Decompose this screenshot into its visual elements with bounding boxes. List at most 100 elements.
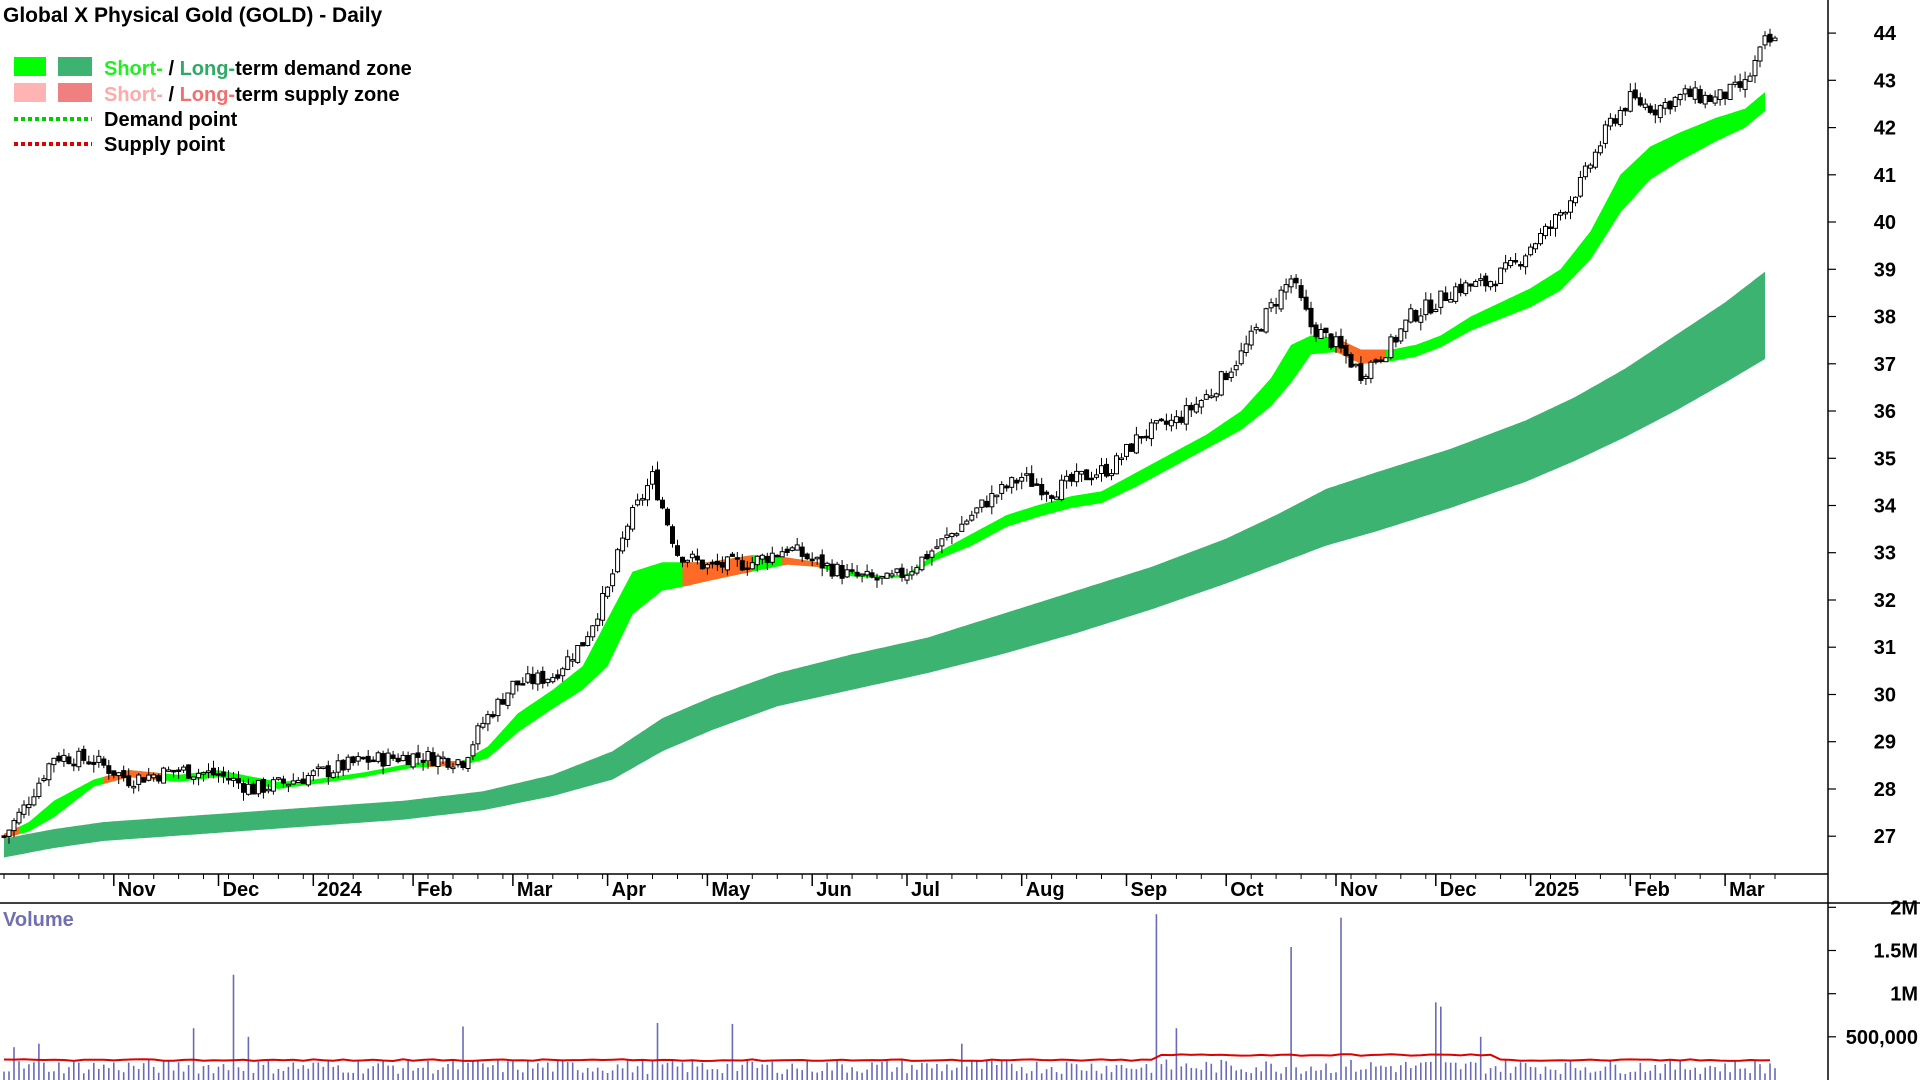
volume-bar [1365,1069,1367,1080]
volume-bar [237,1067,240,1080]
candle-body-up [1353,363,1359,367]
candle-body-up [1283,284,1289,293]
candle [1762,31,1768,50]
candle [964,518,970,526]
long-term-zone-layer [4,271,1765,858]
candle [575,645,581,664]
candle [260,777,266,799]
candle [610,569,616,593]
candle-body-down [709,562,715,565]
volume-bar [117,1070,120,1080]
candle-body-up [1064,475,1070,482]
candle [206,763,211,779]
volume-bar [372,1066,374,1080]
candle-body-up [1388,336,1394,359]
candle-body-down [250,783,256,795]
volume-bar [1754,1060,1756,1080]
candle-body-up [1582,165,1588,178]
candle [680,556,685,568]
candle-body-up [385,752,391,766]
candle-body-up [1253,326,1259,331]
candle-body-down [236,778,241,784]
candle-body-up [1677,94,1683,101]
volume-bar [1030,1071,1033,1080]
volume-bar [23,1068,25,1080]
candle [1158,418,1164,422]
volume-bar [332,1066,335,1080]
candle [300,771,306,785]
candle-body-up [1448,299,1454,303]
candle-body-down [580,642,586,647]
candle-body-up [535,672,541,685]
candle [16,808,22,825]
candle-body-down [1378,359,1384,362]
candle-body-up [769,552,775,563]
candle-body-down [1143,435,1149,439]
candle-body-down [1313,324,1319,338]
candle-body-up [1752,60,1758,77]
volume-bar [816,1072,818,1080]
candle-body-up [1702,94,1708,105]
candle [455,758,461,768]
candle-body-up [21,804,27,815]
volume-bar [1425,1062,1427,1080]
candle [1742,71,1748,98]
candle [1393,334,1399,348]
candle-body-up [640,498,646,501]
candle-body-up [1403,319,1409,332]
candle-body-up [1742,79,1748,90]
candle-body-up [290,780,296,785]
candle [764,552,770,571]
volume-bar [317,1062,320,1080]
candle-body-up [1563,211,1568,215]
candle [231,772,236,788]
candle [1513,253,1519,265]
candle-body-up [1109,473,1114,477]
candle [1587,162,1593,173]
candle-body-up [1009,477,1015,488]
volume-bar [537,1063,539,1080]
candle [1568,196,1573,220]
candle-body-up [590,625,596,638]
candle [749,556,755,570]
candle-body-up [131,785,137,789]
volume-bar [936,1063,938,1080]
volume-bar [1454,1062,1457,1080]
volume-bar [801,1070,803,1080]
candle [1772,35,1778,42]
volume-bar [437,1070,439,1080]
volume-bar [1504,1060,1507,1080]
candle-body-up [146,774,152,781]
candle [1373,358,1379,365]
candle-body-up [1657,105,1663,119]
candle-body-up [1732,81,1738,85]
candle [1333,331,1339,353]
volume-bar [1614,1064,1617,1080]
volume-bar [1105,1065,1108,1080]
candle [729,551,735,557]
candle [1258,328,1264,332]
candle [1133,426,1139,455]
volume-bar [811,1071,813,1080]
candle [146,767,152,782]
candle [1523,253,1529,275]
candle [1573,196,1578,207]
volume-bar [3,1071,5,1080]
candlestick-layer [1,28,1778,844]
candle [36,777,42,799]
volume-bar [921,1062,923,1080]
candle-body-up [1398,328,1404,342]
candle-body-up [1587,164,1593,169]
candle-body-up [884,572,890,579]
candle-body-down [141,777,147,783]
volume-bar [1010,1063,1013,1080]
candle [1518,261,1524,270]
volume-bar [1330,1073,1332,1080]
candle [171,769,177,778]
candle [974,507,980,519]
candle [226,770,231,785]
volume-bar [1050,1067,1053,1080]
candle [410,753,416,770]
volume-bar [1704,1067,1706,1080]
volume-bar [272,1073,275,1080]
